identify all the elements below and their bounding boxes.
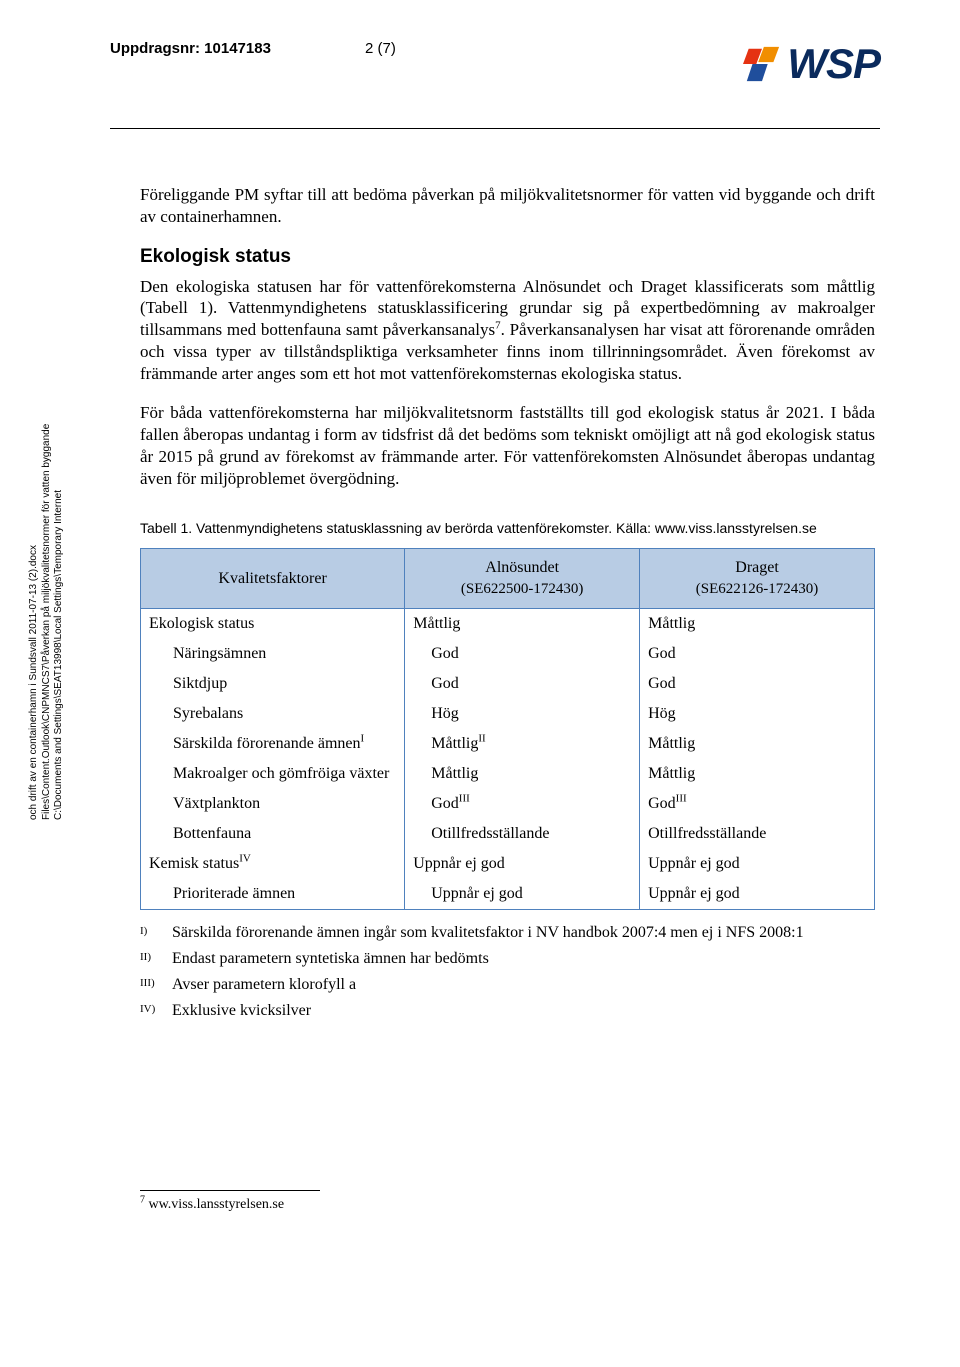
table-row: Kemisk statusIVUppnår ej godUppnår ej go…: [141, 849, 875, 879]
th-quality: Kvalitetsfaktorer: [141, 549, 405, 609]
th-alnosundet: Alnösundet (SE622500-172430): [405, 549, 640, 609]
cell-alnosundet: Måttlig: [405, 609, 640, 640]
sidetext-line3: och drift av en containerhamn i Sundsval…: [28, 545, 39, 820]
header-rule: [110, 128, 880, 129]
cell-quality: Näringsämnen: [141, 639, 405, 669]
cell-draget: GodIII: [640, 789, 875, 819]
cell-alnosundet: Måttlig: [405, 759, 640, 789]
wsp-logo-text: WSP: [787, 40, 880, 88]
cell-quality: Syrebalans: [141, 699, 405, 729]
footnote-text: Endast parametern syntetiska ämnen har b…: [172, 950, 875, 968]
footnote-text: Exklusive kvicksilver: [172, 1002, 875, 1020]
table-row: SiktdjupGodGod: [141, 669, 875, 699]
cell-alnosundet: God: [405, 639, 640, 669]
footnote-rule: [140, 1190, 320, 1191]
table-caption: Tabell 1. Vattenmyndighetens statusklass…: [140, 519, 875, 538]
sidetext-line2: Files\Content.Outlook\CNPMNCS7\Påverkan …: [41, 424, 52, 820]
footnote-marker: III): [140, 976, 172, 994]
document-page: Uppdragsnr: 10147183 2 (7) WSP Föreligga…: [0, 0, 960, 1367]
cell-alnosundet: God: [405, 669, 640, 699]
cell-alnosundet: Hög: [405, 699, 640, 729]
cell-draget: Måttlig: [640, 729, 875, 759]
footnote-marker: I): [140, 924, 172, 942]
cell-alnosundet: GodIII: [405, 789, 640, 819]
table-row: SyrebalansHögHög: [141, 699, 875, 729]
cell-draget: Hög: [640, 699, 875, 729]
table-row: Makroalger och gömfröiga växterMåttligMå…: [141, 759, 875, 789]
th-a-code: (SE622500-172430): [411, 581, 633, 598]
cell-alnosundet: MåttligII: [405, 729, 640, 759]
cell-draget: Uppnår ej god: [640, 849, 875, 879]
cell-draget: Uppnår ej god: [640, 879, 875, 910]
sidetext-line1: C:\Documents and Settings\SEAT13998\Loca…: [53, 490, 64, 820]
page-number: 2 (7): [365, 40, 396, 57]
cell-draget: God: [640, 639, 875, 669]
wsp-logo: WSP: [743, 40, 880, 88]
table-row: Särskilda förorenande ämnenIMåttligIIMåt…: [141, 729, 875, 759]
table-row: NäringsämnenGodGod: [141, 639, 875, 669]
footnote-row: II)Endast parametern syntetiska ämnen ha…: [140, 950, 875, 968]
cell-alnosundet: Uppnår ej god: [405, 849, 640, 879]
footnote-row: I)Särskilda förorenande ämnen ingår som …: [140, 924, 875, 942]
file-path-sidetext: och drift av en containerhamn i Sundsval…: [28, 424, 66, 820]
th-d-code: (SE622126-172430): [646, 581, 868, 598]
status-table: Kvalitetsfaktorer Alnösundet (SE622500-1…: [140, 548, 875, 910]
cell-alnosundet: Otillfredsställande: [405, 819, 640, 849]
section-heading: Ekologisk status: [140, 246, 875, 268]
th-draget: Draget (SE622126-172430): [640, 549, 875, 609]
footnote-marker: IV): [140, 1002, 172, 1020]
cell-quality: Kemisk statusIV: [141, 849, 405, 879]
cell-draget: Otillfredsställande: [640, 819, 875, 849]
footnote-row: III)Avser parametern klorofyll a: [140, 976, 875, 994]
cell-quality: Ekologisk status: [141, 609, 405, 640]
wsp-logo-icon: [743, 45, 781, 83]
table-row: Ekologisk statusMåttligMåttlig: [141, 609, 875, 640]
footnote-text: Avser parametern klorofyll a: [172, 976, 875, 994]
footnote-row: IV)Exklusive kvicksilver: [140, 1002, 875, 1020]
table-row: Prioriterade ämnenUppnår ej godUppnår ej…: [141, 879, 875, 910]
cell-quality: Bottenfauna: [141, 819, 405, 849]
page-header: Uppdragsnr: 10147183 2 (7) WSP: [110, 40, 880, 88]
table-header-row: Kvalitetsfaktorer Alnösundet (SE622500-1…: [141, 549, 875, 609]
table-footnotes: I)Särskilda förorenande ämnen ingår som …: [140, 924, 875, 1020]
cell-quality: Prioriterade ämnen: [141, 879, 405, 910]
cell-quality: Växtplankton: [141, 789, 405, 819]
assignment-number: Uppdragsnr: 10147183: [110, 40, 271, 57]
table-body: Ekologisk statusMåttligMåttligNäringsämn…: [141, 609, 875, 910]
intro-paragraph: Föreliggande PM syftar till att bedöma p…: [140, 184, 875, 228]
section-paragraph-1: Den ekologiska statusen har för vattenfö…: [140, 276, 875, 385]
bottom-footnote-text: ww.viss.lansstyrelsen.se: [145, 1197, 284, 1212]
page-content: Föreliggande PM syftar till att bedöma p…: [110, 184, 880, 1020]
cell-alnosundet: Uppnår ej god: [405, 879, 640, 910]
table-row: VäxtplanktonGodIIIGodIII: [141, 789, 875, 819]
cell-quality: Makroalger och gömfröiga växter: [141, 759, 405, 789]
bottom-footnote: 7 ww.viss.lansstyrelsen.se: [140, 1197, 880, 1213]
section-paragraph-2: För båda vattenförekomsterna har miljökv…: [140, 402, 875, 489]
table-row: BottenfaunaOtillfredsställandeOtillfreds…: [141, 819, 875, 849]
cell-draget: Måttlig: [640, 759, 875, 789]
cell-quality: Siktdjup: [141, 669, 405, 699]
footnote-marker: II): [140, 950, 172, 968]
th-d-name: Draget: [735, 559, 779, 576]
cell-quality: Särskilda förorenande ämnenI: [141, 729, 405, 759]
cell-draget: Måttlig: [640, 609, 875, 640]
cell-draget: God: [640, 669, 875, 699]
th-a-name: Alnösundet: [485, 559, 559, 576]
footnote-text: Särskilda förorenande ämnen ingår som kv…: [172, 924, 875, 942]
